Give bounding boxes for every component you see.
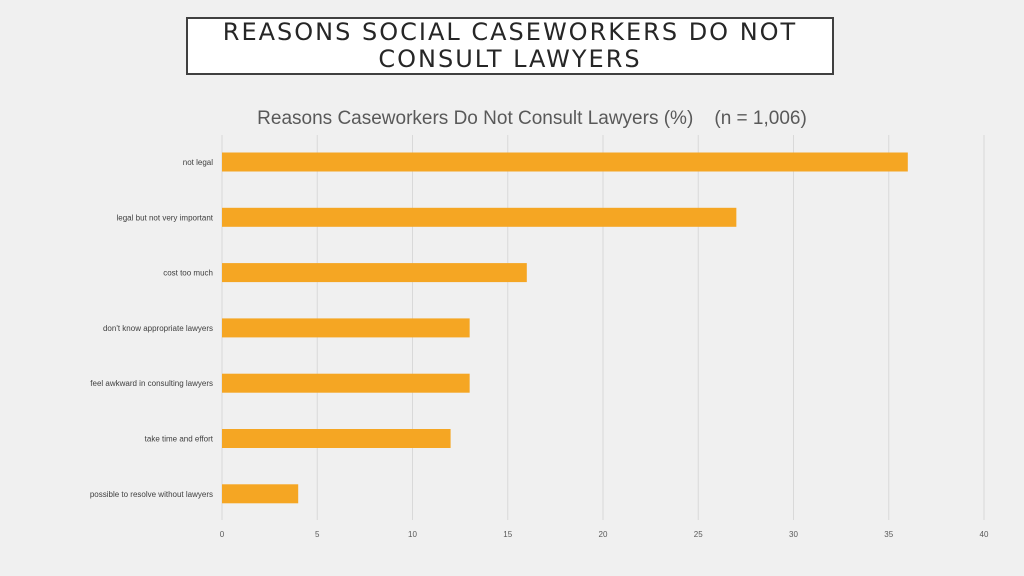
x-axis-tick-labels: 0 5 10 15 20 25 30 35 40 xyxy=(220,530,989,539)
category-label: take time and effort xyxy=(145,435,214,444)
bar xyxy=(222,152,908,172)
bar xyxy=(222,484,299,504)
category-label: don't know appropriate lawyers xyxy=(103,324,213,333)
slide-title-line-2: CONSULT LAWYERS xyxy=(378,45,642,73)
x-tick-label: 25 xyxy=(694,530,703,539)
slide-title-line-1: REASONS SOCIAL CASEWORKERS DO NOT xyxy=(222,18,798,46)
slide-title: REASONS SOCIAL CASEWORKERS DO NOT CONSUL… xyxy=(186,17,834,75)
bar xyxy=(222,429,451,448)
category-label: possible to resolve without lawyers xyxy=(90,490,213,499)
x-tick-label: 15 xyxy=(503,530,512,539)
x-tick-label: 20 xyxy=(599,530,608,539)
category-label: legal but not very important xyxy=(117,213,214,222)
x-tick-label: 40 xyxy=(980,530,989,539)
x-tick-label: 5 xyxy=(315,530,320,539)
x-tick-label: 0 xyxy=(220,530,225,539)
category-label: not legal xyxy=(183,158,213,167)
category-label: cost too much xyxy=(163,269,213,278)
category-label: feel awkward in consulting lawyers xyxy=(90,379,213,388)
chart-title: Reasons Caseworkers Do Not Consult Lawye… xyxy=(257,108,807,129)
bar xyxy=(222,318,470,338)
category-labels: not legal legal but not very important cos… xyxy=(90,158,214,499)
bar xyxy=(222,207,737,227)
bar xyxy=(222,263,527,283)
chart-bars xyxy=(222,152,908,504)
x-tick-label: 30 xyxy=(789,530,798,539)
x-tick-label: 10 xyxy=(408,530,417,539)
x-tick-label: 35 xyxy=(884,530,893,539)
bar xyxy=(222,373,470,393)
